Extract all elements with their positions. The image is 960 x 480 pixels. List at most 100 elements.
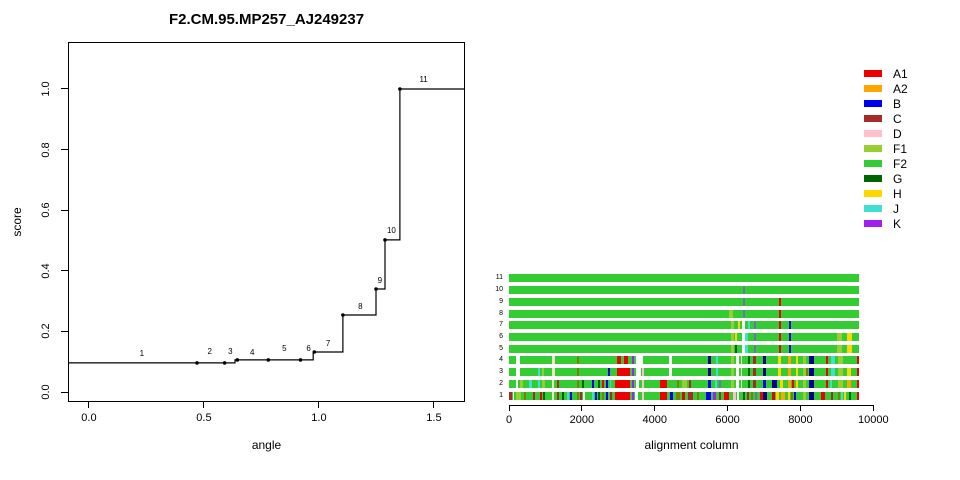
- alignment-mark: [516, 368, 520, 377]
- alignment-mark: [847, 333, 853, 341]
- alignment-mark: [705, 391, 711, 400]
- alignment-mark: [778, 309, 782, 318]
- alignment-mark: [787, 368, 791, 377]
- row-label: 10: [495, 286, 503, 294]
- alignment-mark: [682, 391, 685, 400]
- alignment-mark: [738, 321, 741, 330]
- alignment-mark: [512, 391, 515, 400]
- point-label: 4: [250, 348, 255, 357]
- bar-row-3: [509, 368, 859, 377]
- alignment-mark: [609, 379, 612, 388]
- x-axis-tick: [508, 405, 510, 411]
- alignment-mark: [624, 356, 629, 365]
- alignment-mark: [740, 368, 743, 377]
- x-axis-tick: [433, 402, 435, 408]
- legend-swatch-A2: [864, 85, 882, 92]
- bar-row-2: [509, 379, 859, 388]
- alignment-mark: [731, 368, 735, 377]
- alignment-mark: [778, 333, 782, 341]
- row-label: 2: [499, 379, 503, 387]
- alignment-mark: [753, 333, 756, 341]
- alignment-mark: [790, 391, 793, 400]
- alignment-mark: [837, 379, 843, 388]
- alignment-mark: [731, 379, 735, 388]
- alignment-mark: [642, 379, 645, 388]
- x-tick-label: 6000: [715, 414, 740, 426]
- alignment-mark: [540, 391, 543, 400]
- alignment-mark: [748, 368, 751, 377]
- alignment-mark: [788, 333, 791, 341]
- alignment-mark: [614, 391, 630, 400]
- legend-label: J: [893, 201, 899, 216]
- legend-swatch-C: [864, 115, 882, 122]
- alignment-mark: [772, 391, 775, 400]
- x-axis-tick: [799, 405, 801, 411]
- alignment-mark: [830, 391, 833, 400]
- point-label: 9: [378, 276, 383, 285]
- alignment-mark: [570, 391, 573, 400]
- step-point: [266, 358, 271, 362]
- alignment-mark: [847, 379, 851, 388]
- x-axis-tick: [318, 402, 320, 408]
- x-axis-label-angle: angle: [251, 438, 282, 452]
- row-label: 1: [499, 391, 503, 399]
- alignment-mark: [856, 379, 859, 388]
- point-label: 6: [306, 344, 311, 353]
- alignment-mark: [793, 391, 796, 400]
- y-axis-tick: [61, 330, 68, 332]
- legend-item-H: H: [864, 186, 954, 201]
- alignment-mark: [737, 391, 739, 400]
- alignment-mark: [605, 379, 608, 388]
- alignment-mark: [787, 379, 791, 388]
- alignment-mark: [778, 344, 782, 353]
- bar-row-11: [509, 274, 859, 283]
- x-tick-label: 1.0: [311, 412, 327, 424]
- alignment-mark: [714, 379, 717, 388]
- x-axis-tick: [581, 405, 583, 411]
- alignment-mark: [745, 344, 748, 353]
- alignment-mark: [687, 391, 693, 400]
- step-point: [298, 358, 303, 362]
- step-point: [235, 358, 240, 362]
- step-point: [374, 287, 378, 291]
- alignment-mark: [825, 356, 829, 365]
- alignment-mark: [730, 333, 735, 341]
- legend-item-F2: F2: [864, 156, 954, 171]
- alignment-mark: [718, 379, 721, 388]
- alignment-mark: [837, 344, 843, 353]
- alignment-mark: [748, 379, 751, 388]
- alignment-mark: [577, 379, 580, 388]
- step-point: [341, 313, 345, 317]
- y-tick-label: 0.8: [40, 141, 52, 158]
- row-label: 11: [495, 274, 503, 282]
- alignment-mark: [552, 391, 555, 400]
- alignment-mark: [734, 333, 737, 341]
- y-axis-tick: [61, 391, 68, 393]
- alignment-mark: [848, 391, 852, 400]
- alignment-mark: [533, 391, 536, 400]
- alignment-mark: [736, 379, 740, 388]
- step-point: [195, 361, 199, 365]
- alignment-mark: [778, 297, 782, 306]
- y-axis-tick: [61, 209, 68, 211]
- alignment-mark: [577, 368, 580, 377]
- alignment-mark: [529, 379, 532, 388]
- alignment-mark: [668, 356, 672, 365]
- alignment-mark: [746, 391, 749, 400]
- alignment-mark: [837, 356, 843, 365]
- legend: A1 A2 B C D F1 F2 G H J K: [864, 66, 954, 231]
- alignment-mark: [515, 391, 522, 400]
- bar-row-7: [509, 321, 859, 330]
- alignment-mark: [776, 391, 779, 400]
- bar-row-9: [509, 297, 859, 306]
- alignment-mark: [843, 391, 846, 400]
- legend-item-D: D: [864, 126, 954, 141]
- alignment-mark: [795, 368, 798, 377]
- alignment-mark: [762, 368, 766, 377]
- y-tick-label: 0.6: [40, 202, 52, 218]
- alignment-mark: [598, 379, 601, 388]
- alignment-mark: [605, 391, 608, 400]
- alignment-mark: [760, 391, 763, 400]
- alignment-mark: [777, 368, 782, 377]
- alignment-mark: [602, 391, 605, 400]
